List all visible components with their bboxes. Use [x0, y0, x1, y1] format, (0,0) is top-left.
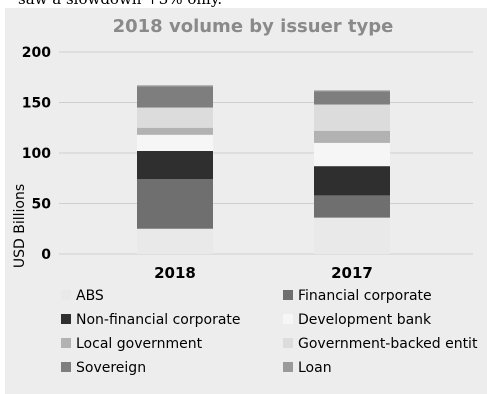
chart-title: 2018 volume by issuer type: [113, 16, 394, 37]
bar-segment: [137, 134, 213, 151]
bar-segment: [137, 150, 213, 180]
legend-swatch: [61, 290, 71, 300]
y-tick-label: 200: [22, 45, 51, 61]
legend-label: Sovereign: [76, 360, 146, 376]
bar-segment: [314, 142, 390, 167]
chart: 2018 volume by issuer type 050100150200 …: [12, 16, 478, 376]
legend-swatch: [283, 314, 293, 324]
y-axis-ticks: 0 50 100 150 200: [22, 45, 51, 263]
y-axis-label: USD Billions: [12, 184, 28, 268]
bar-segment: [314, 166, 390, 196]
legend-swatch: [61, 362, 71, 372]
bar-segment: [137, 107, 213, 128]
bar-segment: [314, 130, 390, 143]
legend-swatch: [283, 362, 293, 372]
legend-label: Local government: [76, 336, 203, 352]
bar-segment: [137, 127, 213, 135]
chart-panel: 2018 volume by issuer type 0 50 100 150 200 …: [5, 8, 487, 394]
bar-segment: [137, 85, 213, 87]
bar-segment: [314, 217, 390, 254]
legend-swatch: [61, 338, 71, 348]
bar-segment: [137, 228, 213, 254]
y-tick-label: 150: [22, 96, 51, 112]
bar-segment: [314, 90, 390, 92]
x-axis-categories: 2018 2017: [154, 264, 373, 282]
legend-label: ABS: [76, 288, 104, 304]
legend-label: Financial corporate: [298, 288, 432, 304]
y-tick-label: 100: [22, 146, 51, 162]
legend-label: Development bank: [298, 312, 432, 328]
bar-segment: [137, 179, 213, 229]
legend-swatch: [283, 338, 293, 348]
y-tick-label: 0: [41, 247, 51, 263]
gridlines: [59, 51, 473, 255]
x-category-label: 2017: [331, 264, 373, 282]
legend: ABS Financial corporate Non-financial corp…: [61, 288, 478, 376]
legend-label: Non-financial corporate: [76, 312, 241, 328]
legend-swatch: [61, 314, 71, 324]
page-top-text: saw a slowdown +3% only.: [0, 0, 487, 10]
bar-segment: [137, 86, 213, 108]
bar-segment: [314, 104, 390, 131]
legend-label: Loan: [298, 360, 332, 376]
y-tick-label: 50: [32, 197, 52, 213]
legend-label: Government-backed entit: [298, 336, 478, 352]
x-category-label: 2018: [154, 264, 196, 282]
bar-segment: [314, 91, 390, 105]
bar-segment: [314, 195, 390, 218]
bars: [137, 85, 390, 254]
legend-swatch: [283, 290, 293, 300]
page-top-text-label: saw a slowdown +3% only.: [18, 0, 222, 8]
